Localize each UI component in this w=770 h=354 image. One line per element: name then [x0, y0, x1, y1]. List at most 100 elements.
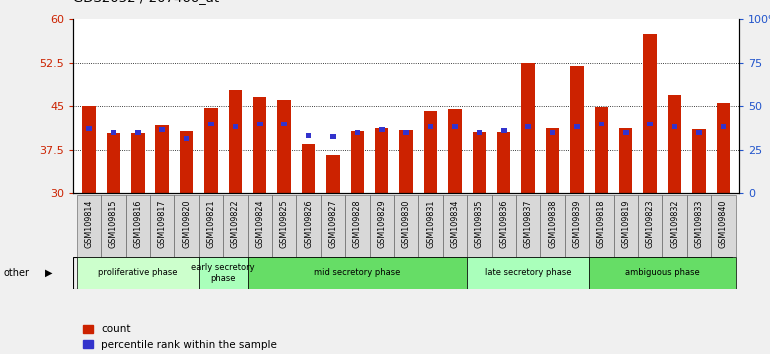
FancyBboxPatch shape	[687, 195, 711, 257]
Text: GSM109835: GSM109835	[475, 200, 484, 248]
FancyBboxPatch shape	[711, 195, 735, 257]
Text: GSM109831: GSM109831	[426, 200, 435, 248]
Text: GSM109821: GSM109821	[206, 200, 216, 248]
Text: GSM109817: GSM109817	[158, 200, 166, 248]
FancyBboxPatch shape	[467, 195, 491, 257]
FancyBboxPatch shape	[614, 195, 638, 257]
Bar	[428, 124, 434, 129]
Text: mid secretory phase: mid secretory phase	[314, 268, 400, 278]
Text: GSM109828: GSM109828	[353, 200, 362, 248]
Text: GSM109826: GSM109826	[304, 200, 313, 248]
Text: GSM109830: GSM109830	[402, 200, 410, 248]
Bar	[379, 127, 384, 132]
Text: ▶: ▶	[45, 268, 52, 278]
Bar	[135, 130, 141, 135]
Bar	[302, 144, 315, 193]
Bar	[257, 121, 263, 126]
FancyBboxPatch shape	[150, 195, 174, 257]
Text: GSM109829: GSM109829	[377, 200, 387, 248]
FancyBboxPatch shape	[174, 195, 199, 257]
Text: GSM109839: GSM109839	[572, 200, 581, 248]
FancyBboxPatch shape	[418, 195, 443, 257]
Text: GSM109838: GSM109838	[548, 200, 557, 248]
Bar	[86, 126, 92, 131]
Bar	[668, 95, 681, 193]
Bar	[717, 103, 730, 193]
Bar	[644, 34, 657, 193]
Bar	[477, 130, 482, 135]
Text: GSM109825: GSM109825	[280, 200, 289, 248]
Bar	[229, 90, 242, 193]
Bar	[571, 66, 584, 193]
Text: GSM109834: GSM109834	[450, 200, 460, 248]
Text: other: other	[4, 268, 30, 278]
FancyBboxPatch shape	[296, 195, 321, 257]
Text: GSM109816: GSM109816	[133, 200, 142, 248]
Bar	[550, 130, 555, 135]
Text: early secretory
phase: early secretory phase	[192, 263, 255, 282]
FancyBboxPatch shape	[394, 195, 418, 257]
FancyBboxPatch shape	[491, 195, 516, 257]
Text: GSM109814: GSM109814	[85, 200, 93, 248]
FancyBboxPatch shape	[77, 195, 101, 257]
Text: GSM109822: GSM109822	[231, 200, 240, 248]
FancyBboxPatch shape	[248, 195, 272, 257]
Bar	[574, 124, 580, 129]
Bar	[82, 105, 95, 193]
Text: ambiguous phase: ambiguous phase	[625, 268, 700, 278]
Bar	[619, 127, 632, 193]
Text: GSM109840: GSM109840	[719, 200, 728, 248]
FancyBboxPatch shape	[126, 195, 150, 257]
FancyBboxPatch shape	[77, 257, 199, 289]
Text: GSM109827: GSM109827	[329, 200, 337, 248]
Bar	[403, 130, 409, 135]
Bar	[501, 129, 507, 133]
Bar	[598, 121, 604, 126]
FancyBboxPatch shape	[345, 195, 370, 257]
Bar	[354, 130, 360, 135]
Bar	[525, 124, 531, 129]
Text: GSM109815: GSM109815	[109, 200, 118, 248]
Text: GSM109837: GSM109837	[524, 200, 533, 248]
Bar	[400, 131, 413, 193]
FancyBboxPatch shape	[541, 195, 564, 257]
Bar	[233, 124, 238, 129]
Bar	[375, 127, 389, 193]
Bar	[330, 134, 336, 139]
Bar	[473, 132, 486, 193]
Bar	[521, 63, 535, 193]
Bar	[156, 125, 169, 193]
Text: proliferative phase: proliferative phase	[98, 268, 178, 278]
Legend: count, percentile rank within the sample: count, percentile rank within the sample	[79, 320, 281, 354]
Bar	[546, 128, 559, 193]
Bar	[204, 108, 218, 193]
Bar	[671, 124, 678, 129]
Bar	[184, 136, 189, 141]
Bar	[180, 131, 193, 193]
Text: GSM109836: GSM109836	[499, 200, 508, 248]
FancyBboxPatch shape	[370, 195, 394, 257]
Text: GSM109823: GSM109823	[646, 200, 654, 248]
Text: late secretory phase: late secretory phase	[485, 268, 571, 278]
Text: GSM109833: GSM109833	[695, 200, 704, 248]
Bar	[350, 131, 364, 193]
Bar	[696, 130, 701, 135]
Bar	[131, 133, 145, 193]
Bar	[424, 112, 437, 193]
Bar	[281, 121, 287, 126]
FancyBboxPatch shape	[589, 195, 614, 257]
Bar	[594, 107, 608, 193]
Bar	[208, 121, 214, 126]
Bar	[692, 129, 705, 193]
Text: GSM109820: GSM109820	[182, 200, 191, 248]
Bar	[306, 133, 311, 138]
FancyBboxPatch shape	[199, 257, 248, 289]
FancyBboxPatch shape	[638, 195, 662, 257]
FancyBboxPatch shape	[443, 195, 467, 257]
Bar	[623, 130, 628, 135]
Bar	[111, 130, 116, 135]
Text: GDS2052 / 207466_at: GDS2052 / 207466_at	[73, 0, 219, 4]
Bar	[326, 155, 340, 193]
Bar	[277, 100, 291, 193]
Text: GSM109824: GSM109824	[256, 200, 264, 248]
